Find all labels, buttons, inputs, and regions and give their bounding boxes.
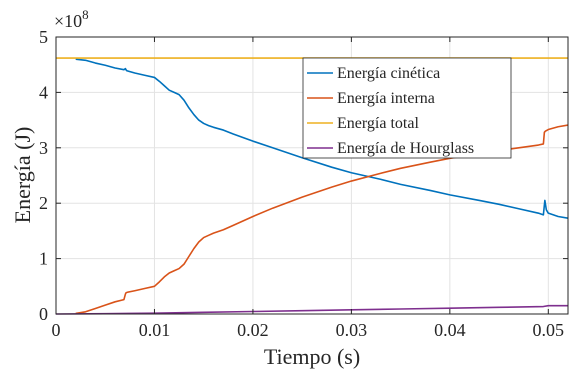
legend: Energía cinética Energía interna Energía t…: [302, 57, 512, 159]
plot-frame: [55, 36, 569, 315]
x-tick-label: 0.05: [533, 320, 565, 340]
legend-label-energia-de-hourglass: Energía de Hourglass: [337, 140, 474, 157]
series-line-energia-interna: [75, 124, 569, 315]
y-tick-label: 1: [39, 249, 48, 269]
x-tick-label: 0.04: [434, 320, 466, 340]
x-tick-label: 0.03: [336, 320, 368, 340]
x-tick-label: 0: [52, 320, 61, 340]
legend-box: [302, 57, 512, 159]
y-axis-title: Energía (J): [10, 127, 35, 224]
x-tick-labels: 0 0.01 0.02 0.03 0.04 0.05: [52, 320, 565, 340]
x-tick-label: 0.01: [139, 320, 171, 340]
y-tick-label: 2: [39, 193, 48, 213]
series-line-energia-cinetica: [75, 58, 569, 219]
x-axis-title: Tiempo (s): [264, 344, 360, 369]
legend-label-energia-total: Energía total: [337, 115, 419, 132]
tick-marks: [55, 36, 568, 315]
y-tick-label: 4: [39, 82, 48, 102]
y-tick-label: 0: [39, 304, 48, 324]
y-tick-labels: 0 1 2 3 4 5: [39, 27, 48, 324]
legend-label-energia-cinetica: Energía cinética: [337, 65, 440, 82]
y-multiplier: ×108: [54, 7, 89, 31]
x-tick-label: 0.02: [237, 320, 269, 340]
y-tick-label: 3: [39, 138, 48, 158]
legend-label-energia-interna: Energía interna: [337, 90, 435, 107]
y-tick-label: 5: [39, 27, 48, 47]
